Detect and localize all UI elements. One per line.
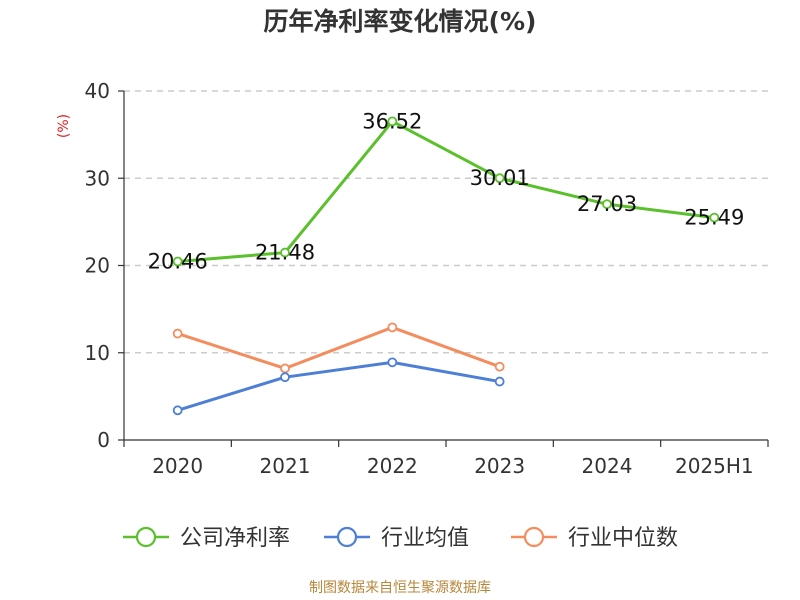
series-line-0: [176, 119, 716, 263]
y-tick-label: 40: [85, 79, 110, 103]
data-point-2[interactable]: [172, 328, 183, 339]
data-label: 36.52: [362, 109, 422, 133]
x-tick-label: 2023: [474, 454, 525, 478]
data-point-0[interactable]: [602, 199, 612, 210]
legend-label: 行业中位数: [568, 526, 678, 551]
x-tick-label: 2022: [367, 454, 418, 478]
legend-item-1[interactable]: 行业均值: [324, 526, 469, 551]
data-point-2[interactable]: [280, 363, 290, 374]
legend-item-2[interactable]: 行业中位数: [511, 526, 678, 551]
data-point-1[interactable]: [494, 376, 505, 387]
legend-marker-icon: [336, 526, 358, 548]
x-tick-label: 2024: [582, 454, 633, 478]
series-line-2: [176, 325, 502, 370]
data-label: 21.48: [255, 241, 315, 265]
data-point-2[interactable]: [387, 322, 398, 333]
axis-layer: 0 10 20 30 40 (%) 2020 2021 2022 2023 2024 2025H1: [56, 79, 769, 478]
data-label: 20.46: [148, 249, 208, 273]
data-point-0[interactable]: [494, 173, 505, 184]
data-point-1[interactable]: [172, 405, 183, 416]
legend-item-0[interactable]: 公司净利率: [123, 526, 290, 551]
x-tick-label: 2025H1: [675, 454, 754, 478]
data-point-0[interactable]: [709, 212, 720, 223]
series-line-1: [176, 360, 502, 412]
series-layer: [172, 116, 720, 416]
data-point-0[interactable]: [387, 116, 398, 127]
data-point-0[interactable]: [280, 247, 290, 258]
data-label: 27.03: [577, 192, 637, 216]
y-tick-label: 30: [85, 166, 110, 190]
legend-marker-icon: [135, 526, 157, 548]
source-note: 制图数据来自恒生聚源数据库: [309, 580, 491, 596]
data-label-layer: 20.46 21.48 36.52 30.01 27.03 25.49: [148, 109, 745, 273]
y-tick-label: 10: [85, 341, 110, 365]
data-point-2[interactable]: [494, 361, 505, 372]
legend-label: 行业均值: [381, 526, 469, 551]
data-point-0[interactable]: [172, 256, 183, 267]
x-tick-label: 2021: [260, 454, 311, 478]
y-tick-label: 20: [85, 254, 110, 278]
data-label: 30.01: [470, 166, 530, 190]
legend: 公司净利率 行业均值 行业中位数: [123, 526, 678, 551]
data-label: 25.49: [684, 206, 744, 230]
legend-marker-icon: [523, 526, 545, 548]
y-axis-label: (%): [56, 114, 72, 138]
data-point-1[interactable]: [387, 357, 398, 368]
data-point-1[interactable]: [280, 372, 290, 383]
grid-layer: [124, 90, 768, 354]
legend-label: 公司净利率: [180, 526, 290, 551]
chart-title: 历年净利率变化情况(%): [263, 7, 537, 36]
x-tick-label: 2020: [152, 454, 203, 478]
y-tick-label: 0: [97, 428, 110, 452]
